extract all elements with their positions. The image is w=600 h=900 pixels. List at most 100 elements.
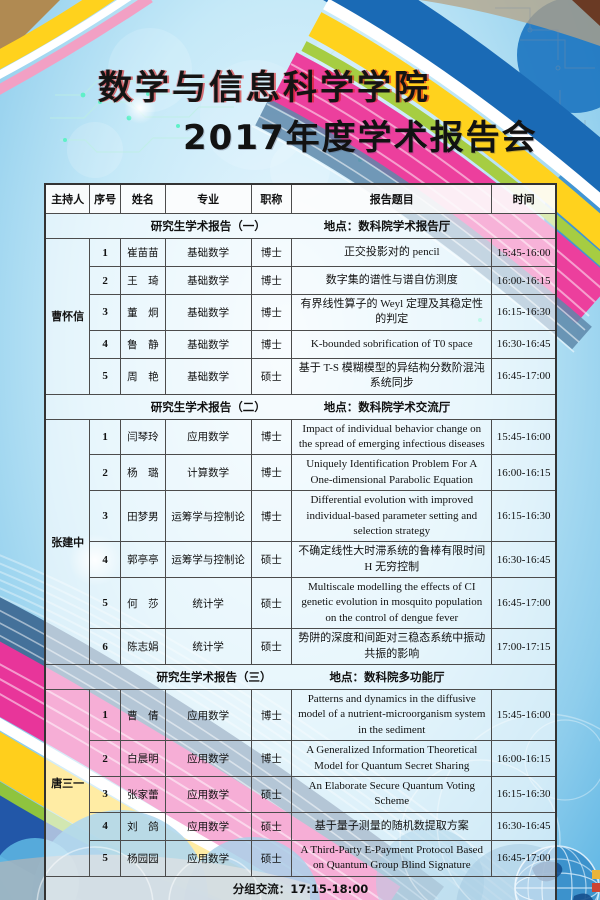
time-cell: 16:15-16:30 xyxy=(491,294,557,331)
report-topic-cell: 基于 T-S 模糊模型的异结构分数阶混沌系统同步 xyxy=(291,357,493,395)
row-number-cell: 5 xyxy=(89,357,121,395)
row-number-cell: 2 xyxy=(89,740,121,777)
report-topic-cell: 数字集的谱性与谱自仿测度 xyxy=(291,266,493,295)
row-number-cell: 4 xyxy=(89,811,121,841)
speaker-name-cell: 崔苗苗 xyxy=(119,238,166,267)
major-cell: 基础数学 xyxy=(164,329,252,359)
report-topic-cell: K-bounded sobrification of T0 space xyxy=(291,329,493,359)
speaker-name-cell: 何 莎 xyxy=(119,577,166,630)
session-location: 地点：数科院学术交流厅 xyxy=(323,399,451,414)
degree-cell: 硕士 xyxy=(250,839,293,877)
major-cell: 应用数学 xyxy=(164,418,252,456)
poster-title-line1: 数学与信息科学学院 xyxy=(98,68,431,108)
speaker-name-cell: 杨 璐 xyxy=(119,454,166,492)
time-cell: 15:45-16:00 xyxy=(491,418,557,456)
speaker-name-cell: 董 炯 xyxy=(119,294,166,331)
report-topic-cell: A Third-Party E-Payment Protocol Based o… xyxy=(291,839,493,877)
row-number-cell: 5 xyxy=(89,577,121,630)
speaker-name-cell: 田梦男 xyxy=(119,490,166,543)
column-header: 时间 xyxy=(491,183,557,214)
speaker-name-cell: 刘 鸽 xyxy=(119,811,166,841)
column-header: 主持人 xyxy=(44,183,91,214)
table-header: 主持人 序号 姓名 专业 职称 报告题目 时间 xyxy=(44,183,557,214)
poster-title-line2: 2017年度学术报告会 xyxy=(183,118,538,158)
degree-cell: 博士 xyxy=(250,689,293,742)
speaker-name-cell: 鲁 静 xyxy=(119,329,166,359)
column-header: 报告题目 xyxy=(291,183,493,214)
section-title-row: 研究生学术报告（二） 地点：数科院学术交流厅 xyxy=(44,393,557,420)
degree-cell: 博士 xyxy=(250,266,293,295)
row-number-cell: 5 xyxy=(89,839,121,877)
table-row: 张建中 1 闫琴玲 应用数学 博士 Impact of individual behavi… xyxy=(44,418,557,666)
speaker-name-cell: 郭亭亭 xyxy=(119,541,166,579)
session-title: 研究生学术报告（三） xyxy=(156,670,272,685)
time-cell: 15:45-16:00 xyxy=(491,238,557,267)
speaker-name-cell: 曹 倩 xyxy=(119,689,166,742)
session-title: 研究生学术报告（二） xyxy=(150,399,266,414)
speaker-name-cell: 陈志娟 xyxy=(119,628,166,666)
group-discussion-note: 分组交流：17:15-18:00 xyxy=(44,875,557,900)
degree-cell: 博士 xyxy=(250,294,293,331)
host-cell: 张建中 xyxy=(44,418,91,666)
row-number-cell: 1 xyxy=(89,689,121,742)
report-topic-cell: 基于量子测量的随机数提取方案 xyxy=(291,811,493,841)
degree-cell: 硕士 xyxy=(250,357,293,395)
report-topic-cell: 不确定线性大时滞系统的鲁棒有限时间 H 无穷控制 xyxy=(291,541,493,579)
host-cell: 曹怀信 xyxy=(44,238,91,395)
major-cell: 计算数学 xyxy=(164,454,252,492)
time-cell: 16:00-16:15 xyxy=(491,740,557,777)
schedule-table-wrap: 主持人 序号 姓名 专业 职称 报告题目 时间 研究生学术报告（一） 地点：数科院学术报告厅曹… xyxy=(44,183,557,900)
degree-cell: 博士 xyxy=(250,329,293,359)
major-cell: 运筹学与控制论 xyxy=(164,490,252,543)
major-cell: 应用数学 xyxy=(164,811,252,841)
session-title: 研究生学术报告（一） xyxy=(150,219,266,233)
table-row: 唐三一 1 曹 倩应用数学 博士 Patterns and dynamics in th… xyxy=(44,689,557,877)
section-title-row: 研究生学术报告（三） 地点：数科院多功能厅 xyxy=(44,664,557,691)
row-number-cell: 4 xyxy=(89,329,121,359)
time-cell: 16:45-17:00 xyxy=(491,839,557,877)
degree-cell: 博士 xyxy=(250,490,293,543)
degree-cell: 硕士 xyxy=(250,628,293,666)
report-topic-cell: 有界线性算子的 Weyl 定理及其稳定性的判定 xyxy=(291,294,493,331)
major-cell: 统计学 xyxy=(164,577,252,630)
degree-cell: 硕士 xyxy=(250,811,293,841)
report-topic-cell: Multiscale modelling the effects of CI g… xyxy=(291,577,493,630)
row-number-cell: 3 xyxy=(89,775,121,813)
time-cell: 16:30-16:45 xyxy=(491,811,557,841)
table-row: 6 陈志娟 统计学 硕士 势阱的深度和间距对三稳态系统中振动共振的影响 17:00-17:… xyxy=(45,628,557,666)
major-cell: 基础数学 xyxy=(164,357,252,395)
header-row: 主持人 序号 姓名 专业 职称 报告题目 时间 xyxy=(44,183,557,214)
major-cell: 基础数学 xyxy=(164,266,252,295)
time-cell: 16:00-16:15 xyxy=(491,454,557,492)
time-cell: 16:15-16:30 xyxy=(491,490,557,543)
section-title-cell: 研究生学术报告（二） 地点：数科院学术交流厅 xyxy=(44,393,557,420)
table-row: 2 白晨明 应用数学 博士 A Generalized Information Theo… xyxy=(45,740,557,777)
schedule-table: 主持人 序号 姓名 专业 职称 报告题目 时间 研究生学术报告（一） 地点：数科院学术报告厅曹… xyxy=(44,183,557,900)
table-row: 3 田梦男 运筹学与控制论 博士 Differential evolution with… xyxy=(45,490,557,543)
speaker-name-cell: 张家蕾 xyxy=(119,775,166,813)
major-cell: 运筹学与控制论 xyxy=(164,541,252,579)
speaker-name-cell: 闫琴玲 xyxy=(119,418,166,456)
column-header: 专业 xyxy=(164,183,252,214)
degree-cell: 硕士 xyxy=(250,577,293,630)
major-cell: 统计学 xyxy=(164,628,252,666)
degree-cell: 硕士 xyxy=(250,775,293,813)
session-location: 地点：数科院多功能厅 xyxy=(329,670,445,685)
session-location: 地点：数科院学术报告厅 xyxy=(323,219,451,233)
section-title-cell: 研究生学术报告（一） 地点：数科院学术报告厅 xyxy=(44,213,557,239)
speaker-name-cell: 白晨明 xyxy=(119,740,166,777)
top-left-corner-bands xyxy=(0,0,153,95)
degree-cell: 硕士 xyxy=(250,541,293,579)
host-cell: 唐三一 xyxy=(44,689,91,877)
section-title-row: 研究生学术报告（一） 地点：数科院学术报告厅 xyxy=(44,213,557,239)
major-cell: 应用数学 xyxy=(164,839,252,877)
table-row: 曹怀信 1 崔苗苗 基础数学 博士 正交投影对的 pencil 15:45-16:00 xyxy=(44,238,557,395)
section-title-cell: 研究生学术报告（三） 地点：数科院多功能厅 xyxy=(44,664,557,691)
report-topic-cell: 正交投影对的 pencil xyxy=(291,238,493,267)
row-number-cell: 2 xyxy=(89,266,121,295)
